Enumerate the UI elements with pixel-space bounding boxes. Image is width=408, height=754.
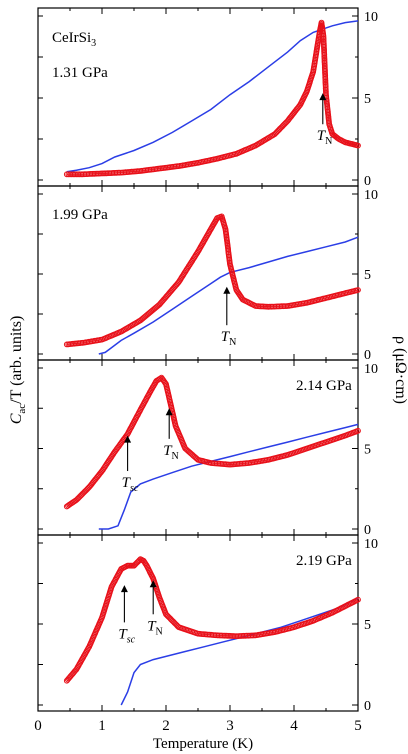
annotation-arrowhead [319,93,327,101]
cac-point [355,427,361,434]
right-y-tick-label: 0 [364,348,371,363]
x-axis-label: Temperature (K) [153,736,253,752]
ylabel-left-main: C [8,413,25,424]
annotation-arrowhead [124,435,132,443]
annotation-label: TN [221,329,237,348]
annotation-arrowhead [223,286,231,294]
right-y-tick-label: 0 [364,523,371,538]
cac-point [355,287,361,293]
right-y-tick-label: 0 [364,699,371,714]
rho-series-line [98,423,359,530]
rho-series-line [66,20,359,173]
annotation-label: Tsc [122,475,139,494]
annotation-main: T [122,475,132,491]
x-tick-label: 5 [354,718,362,734]
annotation-main: T [317,128,327,144]
annotation-arrowhead [165,408,173,416]
x-tick-label: 1 [98,718,106,734]
ylabel-left-sub: ac [16,404,28,414]
annotation-arrowhead [149,580,157,588]
right-y-tick-label: 5 [364,443,371,458]
right-y-axis-label: ρ (μΩ·cm) [392,336,408,404]
ylabel-left-rest: /T (arb. units) [8,316,25,404]
annotation-main: T [163,443,173,459]
annotation-sub: N [229,337,236,348]
cac-series-line [66,215,359,345]
compound-name: CeIrSi [52,30,91,46]
rho-series-line [98,236,359,355]
x-tick-label: 2 [162,718,170,734]
annotation-sub: N [172,451,179,462]
annotation-label: Tsc [118,626,135,645]
annotation-sub: N [156,626,163,637]
annotation-sub: N [325,136,332,147]
pressure-label: 2.14 GPa [296,378,352,394]
annotation-label: TN [147,618,163,637]
annotation-label: TN [163,443,179,462]
right-y-tick-label: 0 [364,174,371,189]
annotation-sub: sc [127,634,136,645]
panel-1: 0 5 10 1.31 GPa CeIrSi3 TN [37,7,378,189]
pressure-label: 1.31 GPa [52,65,108,81]
cac-series [63,556,361,684]
x-tick-label: 4 [290,718,298,734]
right-y-tick-label: 10 [364,537,378,552]
x-tick-label: 3 [226,718,234,734]
cac-series [63,374,361,510]
annotation-label: TN [317,128,333,147]
pressure-label: 1.99 GPa [52,207,108,223]
cac-series [63,19,361,178]
compound-label: CeIrSi3 [52,30,96,49]
right-y-tick-label: 10 [364,188,378,203]
right-y-tick-label: 10 [364,10,378,25]
pressure-label: 2.19 GPa [296,553,352,569]
cac-series-line [66,22,359,175]
cac-series-line [66,558,359,681]
compound-subscript: 3 [91,38,96,49]
rho-series-line [120,597,359,706]
left-y-axis-label: Cac/T (arb. units) [8,316,28,425]
right-y-tick-label: 5 [364,268,371,283]
x-tick-label: 0 [34,718,42,734]
annotation-sub: sc [130,483,139,494]
annotation-main: T [221,329,231,345]
cac-point [355,142,361,149]
right-y-tick-label: 5 [364,618,371,633]
right-y-tick-label: 5 [364,92,371,107]
annotation-arrowhead [120,585,128,593]
right-y-tick-label: 10 [364,362,378,377]
annotation-main: T [147,618,157,634]
cac-point [355,596,361,603]
cac-series-line [66,377,359,507]
cac-series [63,213,361,348]
panel-2: 0 5 10 1.99 GPa TN [37,185,378,363]
annotation-main: T [118,626,128,642]
x-axis: 0 1 2 3 4 5 [34,718,362,734]
